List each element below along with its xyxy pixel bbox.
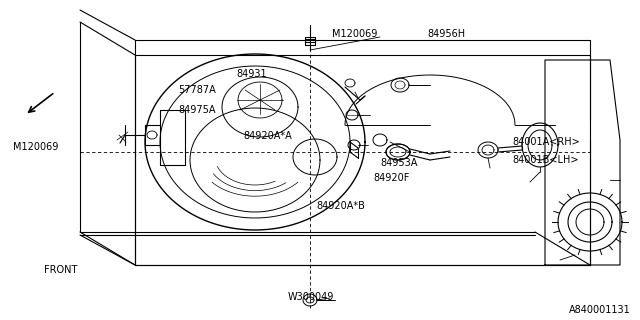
Text: 84920F: 84920F (373, 173, 410, 183)
Text: 84956H: 84956H (428, 28, 466, 39)
Text: 84920A*A: 84920A*A (243, 131, 292, 141)
Text: M120069: M120069 (332, 28, 377, 39)
Text: A840001131: A840001131 (569, 305, 630, 316)
Text: M120069: M120069 (13, 142, 58, 152)
Text: 84931: 84931 (237, 68, 268, 79)
Text: FRONT: FRONT (44, 265, 77, 276)
Text: 84001B<LH>: 84001B<LH> (512, 155, 579, 165)
Text: 84001A<RH>: 84001A<RH> (512, 137, 580, 148)
Text: 84953A: 84953A (381, 158, 418, 168)
Text: 84920A*B: 84920A*B (317, 201, 365, 212)
Text: 57787A: 57787A (179, 85, 216, 95)
Text: W300049: W300049 (288, 292, 334, 302)
Text: 84975A: 84975A (179, 105, 216, 116)
